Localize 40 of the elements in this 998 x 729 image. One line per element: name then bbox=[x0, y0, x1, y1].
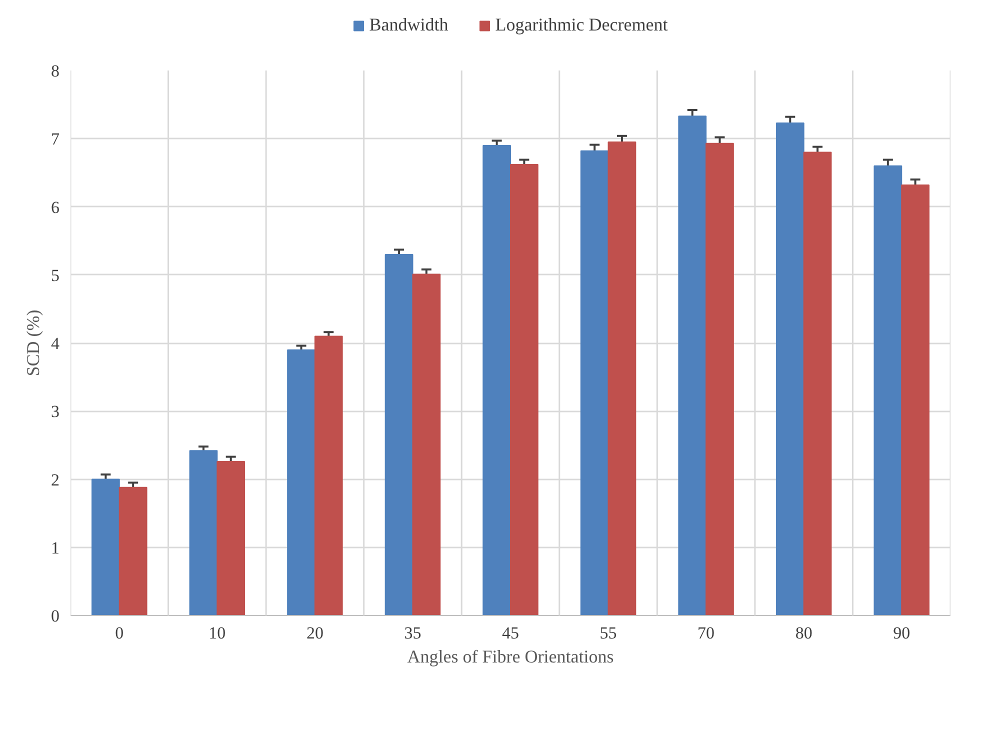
bar bbox=[384, 254, 414, 616]
y-tick-label: 8 bbox=[51, 62, 60, 80]
y-tick-label: 7 bbox=[51, 130, 60, 149]
x-tick-label: 0 bbox=[115, 624, 124, 642]
bar bbox=[580, 150, 609, 616]
bar bbox=[874, 165, 902, 616]
bar bbox=[314, 336, 343, 616]
y-tick-label: 1 bbox=[51, 538, 60, 558]
x-tick-label: 55 bbox=[600, 624, 617, 642]
y-tick-label: 4 bbox=[51, 334, 60, 353]
bar bbox=[706, 142, 734, 616]
y-tick-label: 3 bbox=[51, 402, 60, 422]
y-tick-label: 0 bbox=[51, 606, 60, 626]
bar bbox=[510, 164, 538, 616]
y-axis-title: SCD (%) bbox=[23, 310, 43, 376]
bar bbox=[189, 450, 218, 616]
bar bbox=[287, 349, 316, 616]
x-tick-label: 35 bbox=[404, 624, 422, 642]
bar bbox=[118, 486, 148, 616]
bar bbox=[216, 461, 246, 616]
y-tick-label: 6 bbox=[51, 198, 60, 217]
y-tick-label: 5 bbox=[51, 266, 60, 285]
x-axis-title: Angles of Fibre Orientations bbox=[407, 646, 614, 666]
x-tick-label: 90 bbox=[893, 624, 910, 642]
bar bbox=[901, 184, 930, 616]
y-tick-label: 2 bbox=[51, 470, 60, 490]
bar bbox=[92, 478, 120, 616]
bar bbox=[482, 144, 511, 616]
x-tick-label: 70 bbox=[698, 624, 715, 642]
bar bbox=[803, 152, 832, 616]
x-tick-label: 20 bbox=[306, 624, 324, 642]
bar bbox=[776, 122, 804, 616]
x-tick-label: 10 bbox=[208, 624, 226, 642]
bar bbox=[678, 116, 707, 616]
legend-label: Bandwidth bbox=[369, 14, 448, 36]
bar bbox=[412, 274, 441, 616]
x-tick-label: 45 bbox=[502, 624, 519, 642]
x-tick-label: 80 bbox=[795, 624, 812, 642]
legend-label: Logarithmic Decrement bbox=[495, 14, 668, 36]
bar bbox=[608, 142, 636, 616]
